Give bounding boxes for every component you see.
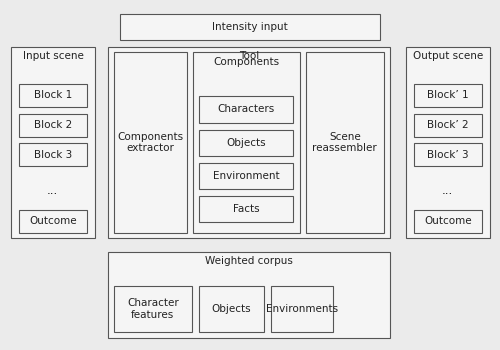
Text: Intensity input: Intensity input: [212, 22, 288, 32]
Text: Block’ 3: Block’ 3: [427, 150, 469, 160]
FancyBboxPatch shape: [306, 52, 384, 233]
Text: Outcome: Outcome: [424, 216, 472, 226]
Text: Components
extractor: Components extractor: [117, 132, 184, 153]
Text: Block’ 2: Block’ 2: [427, 120, 469, 130]
Text: ...: ...: [442, 184, 453, 197]
Text: Outcome: Outcome: [29, 216, 76, 226]
Text: Output scene: Output scene: [413, 51, 483, 62]
FancyBboxPatch shape: [414, 84, 482, 107]
Text: ...: ...: [47, 184, 58, 197]
FancyBboxPatch shape: [199, 163, 293, 189]
FancyBboxPatch shape: [414, 114, 482, 136]
Text: Block 3: Block 3: [34, 150, 72, 160]
FancyBboxPatch shape: [414, 210, 482, 233]
FancyBboxPatch shape: [19, 144, 86, 166]
FancyBboxPatch shape: [192, 52, 300, 233]
FancyBboxPatch shape: [120, 14, 380, 40]
Text: Input scene: Input scene: [22, 51, 84, 62]
FancyBboxPatch shape: [270, 286, 333, 332]
Text: Objects: Objects: [226, 138, 266, 148]
FancyBboxPatch shape: [199, 196, 293, 222]
FancyBboxPatch shape: [414, 144, 482, 166]
Text: Components: Components: [213, 57, 280, 67]
Text: Block’ 1: Block’ 1: [427, 90, 469, 100]
Text: Tool: Tool: [238, 51, 259, 62]
Text: Weighted corpus: Weighted corpus: [205, 256, 292, 266]
FancyBboxPatch shape: [198, 286, 264, 332]
Text: Environment: Environment: [212, 171, 280, 181]
Text: Character
features: Character features: [127, 298, 178, 320]
FancyBboxPatch shape: [108, 47, 390, 238]
FancyBboxPatch shape: [108, 252, 390, 338]
FancyBboxPatch shape: [114, 286, 192, 332]
FancyBboxPatch shape: [19, 114, 86, 136]
FancyBboxPatch shape: [114, 52, 186, 233]
FancyBboxPatch shape: [11, 47, 95, 238]
Text: Block 1: Block 1: [34, 90, 72, 100]
Text: Scene
reassembler: Scene reassembler: [312, 132, 377, 153]
Text: Block 2: Block 2: [34, 120, 72, 130]
FancyBboxPatch shape: [199, 96, 293, 122]
Text: Objects: Objects: [211, 304, 251, 314]
FancyBboxPatch shape: [19, 84, 86, 107]
Text: Environments: Environments: [266, 304, 338, 314]
FancyBboxPatch shape: [19, 210, 86, 233]
FancyBboxPatch shape: [406, 47, 490, 238]
FancyBboxPatch shape: [199, 130, 293, 156]
Text: Facts: Facts: [232, 204, 260, 214]
Text: Characters: Characters: [218, 104, 274, 114]
